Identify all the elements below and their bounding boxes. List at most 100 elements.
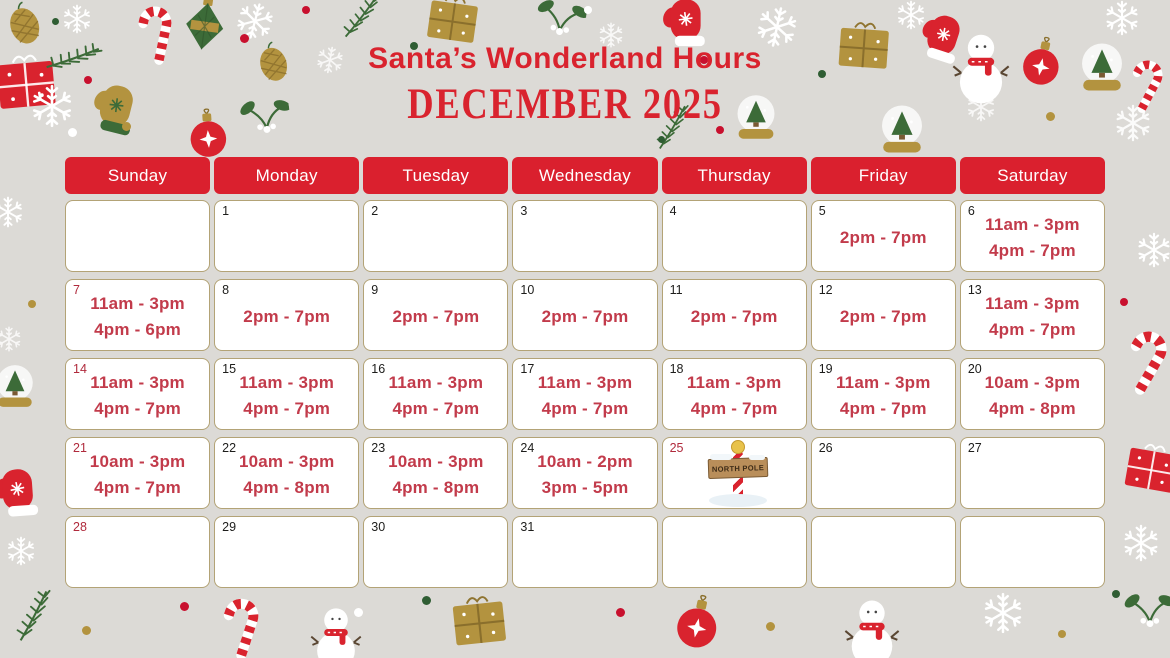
calendar-cell-2: 2 xyxy=(363,200,509,272)
date-number: 9 xyxy=(371,283,379,297)
date-number: 13 xyxy=(967,283,982,297)
hours-text: 11am - 3pm xyxy=(835,372,931,392)
hours-text: 4pm - 7pm xyxy=(243,398,331,418)
hours-block: 11am - 3pm 4pm - 7pm xyxy=(663,359,806,429)
hours-block: 11am - 3pm 4pm - 7pm xyxy=(513,359,656,429)
date-number: 31 xyxy=(520,520,535,534)
date-number: 15 xyxy=(222,362,237,376)
day-header-saturday: Saturday xyxy=(959,157,1105,194)
snowflake-icon xyxy=(1122,524,1160,562)
hours-text: 10am - 3pm xyxy=(238,451,335,471)
date-number: 8 xyxy=(222,283,230,297)
hours-text: 11am - 3pm xyxy=(90,293,185,313)
snowflake-icon xyxy=(30,84,74,128)
date-number: 7 xyxy=(73,283,80,297)
snowflake-icon xyxy=(1136,232,1170,268)
hours-block: 2pm - 7pm xyxy=(513,280,656,350)
date-number: 21 xyxy=(73,441,87,455)
dot-icon xyxy=(410,42,418,50)
calendar-cell-27: 27 xyxy=(959,437,1105,509)
calendar-cell-6: 6 11am - 3pm 4pm - 7pm xyxy=(959,200,1105,272)
hours-block: 10am - 3pm 4pm - 8pm xyxy=(215,438,358,508)
dot-icon xyxy=(28,300,36,308)
hours-text: 2pm - 7pm xyxy=(690,306,778,326)
date-number: 17 xyxy=(520,362,535,376)
date-number: 4 xyxy=(669,204,677,218)
date-number: 16 xyxy=(371,362,386,376)
fir-branch-icon xyxy=(0,584,67,646)
day-header-sunday: Sunday xyxy=(65,157,211,194)
candy-cane-icon xyxy=(209,589,271,658)
calendar-cell-8: 8 2pm - 7pm xyxy=(214,279,360,351)
dot-icon xyxy=(818,70,826,78)
snow-globe-icon xyxy=(0,362,38,410)
dot-icon xyxy=(658,136,665,143)
fir-branch-icon xyxy=(331,0,391,42)
dot-icon xyxy=(766,622,775,631)
hours-text: 4pm - 7pm xyxy=(690,398,778,418)
hours-block: 2pm - 7pm xyxy=(663,280,806,350)
dot-icon xyxy=(240,34,249,43)
dot-icon xyxy=(422,596,431,605)
hours-block: 11am - 3pm 4pm - 7pm xyxy=(66,359,209,429)
hours-block: 2pm - 7pm xyxy=(215,280,358,350)
calendar-cell-17: 17 11am - 3pm 4pm - 7pm xyxy=(512,358,658,430)
dot-icon xyxy=(354,608,363,617)
dot-icon xyxy=(1046,112,1055,121)
hours-text: 4pm - 6pm xyxy=(94,319,181,339)
calendar-cell-9: 9 2pm - 7pm xyxy=(363,279,509,351)
dot-icon xyxy=(52,18,59,25)
date-number: 11 xyxy=(669,283,683,297)
dot-icon xyxy=(180,602,189,611)
hours-text: 4pm - 7pm xyxy=(839,398,927,418)
calendar-cell-3: 3 xyxy=(512,200,658,272)
date-number: 29 xyxy=(222,520,237,534)
calendar-cell-1: 1 xyxy=(214,200,360,272)
hours-block: 10am - 3pm 4pm - 7pm xyxy=(66,438,209,508)
hours-text: 4pm - 8pm xyxy=(392,477,480,497)
calendar-cell-22: 22 10am - 3pm 4pm - 8pm xyxy=(214,437,360,509)
calendar-cell-21: 21 10am - 3pm 4pm - 7pm xyxy=(65,437,211,509)
date-number: 20 xyxy=(967,362,982,376)
snowflake-icon xyxy=(1104,0,1140,36)
day-header-wednesday: Wednesday xyxy=(512,157,658,194)
gold-gift-icon xyxy=(447,589,510,650)
snowflake-icon xyxy=(0,196,24,228)
hours-text: 4pm - 8pm xyxy=(243,477,331,497)
date-number: 26 xyxy=(818,441,833,455)
calendar-cell-14: 14 11am - 3pm 4pm - 7pm xyxy=(65,358,211,430)
hours-text: 11am - 3pm xyxy=(239,372,335,392)
hours-text: 2pm - 7pm xyxy=(392,306,480,326)
snowflake-icon xyxy=(232,0,279,44)
date-number: 12 xyxy=(818,283,833,297)
date-number: 6 xyxy=(967,204,975,218)
hours-block: 11am - 3pm 4pm - 6pm xyxy=(66,280,209,350)
hours-text: 11am - 3pm xyxy=(686,372,782,392)
hours-text: 2pm - 7pm xyxy=(541,306,629,326)
day-header-thursday: Thursday xyxy=(661,157,807,194)
calendar-cell-7: 7 11am - 3pm 4pm - 6pm xyxy=(65,279,211,351)
red-gift-icon xyxy=(1120,436,1170,498)
hours-text: 11am - 3pm xyxy=(985,214,1080,234)
date-number: 25 xyxy=(669,441,684,455)
date-number: 23 xyxy=(371,441,386,455)
calendar-cell-30: 30 xyxy=(363,516,509,588)
hours-text: 2pm - 7pm xyxy=(839,306,927,326)
hours-block: 2pm - 7pm xyxy=(812,201,955,271)
dot-icon xyxy=(584,6,592,14)
hours-text: 4pm - 7pm xyxy=(94,398,181,418)
hours-text: 4pm - 7pm xyxy=(989,319,1076,339)
dot-icon xyxy=(1120,298,1128,306)
calendar-cell-11: 11 2pm - 7pm xyxy=(661,279,807,351)
calendar-cell-25: 25 NORTH POLE xyxy=(661,437,807,509)
calendar-cell-18: 18 11am - 3pm 4pm - 7pm xyxy=(661,358,807,430)
snowflake-icon xyxy=(6,536,36,566)
hours-text: 3pm - 5pm xyxy=(541,477,629,497)
hours-text: 2pm - 7pm xyxy=(243,306,331,326)
date-number: 5 xyxy=(818,204,826,218)
hours-text: 11am - 3pm xyxy=(388,372,484,392)
snowflake-icon xyxy=(62,4,92,34)
day-header-row: Sunday Monday Tuesday Wednesday Thursday Frid… xyxy=(65,157,1105,194)
gold-gift-icon xyxy=(423,0,484,48)
